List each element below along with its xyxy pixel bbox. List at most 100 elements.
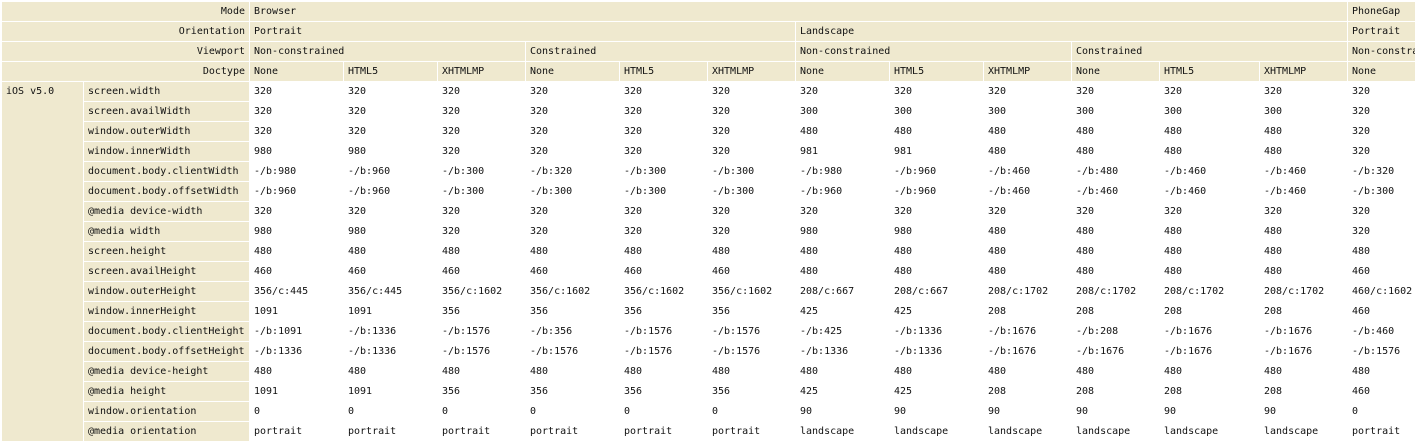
value-cell: 356/c:1602: [620, 282, 707, 301]
value-cell: 320: [796, 202, 889, 221]
value-cell: 1091: [250, 302, 343, 321]
value-cell: 208/c:667: [890, 282, 983, 301]
value-cell: 320: [620, 142, 707, 161]
value-cell: 480: [1260, 242, 1347, 261]
value-cell: 356: [620, 302, 707, 321]
value-cell: 0: [1348, 402, 1415, 421]
value-cell: 90: [1260, 402, 1347, 421]
property-label: window.orientation: [84, 402, 249, 421]
value-cell: 480: [890, 262, 983, 281]
value-cell: 460: [1348, 382, 1415, 401]
value-cell: -/b:1336: [344, 322, 437, 341]
value-cell: 320: [1072, 202, 1159, 221]
value-cell: 480: [1348, 362, 1415, 381]
viewport-header: Constrained: [1072, 42, 1347, 61]
value-cell: 480: [1072, 142, 1159, 161]
value-cell: 480: [438, 362, 525, 381]
doctype-header: None: [1072, 62, 1159, 81]
value-cell: -/b:300: [526, 182, 619, 201]
value-cell: 90: [984, 402, 1071, 421]
value-cell: 480: [1260, 262, 1347, 281]
value-cell: -/b:1336: [344, 342, 437, 361]
value-cell: 320: [1348, 202, 1415, 221]
doctype-header: None: [1348, 62, 1415, 81]
header-label: Doctype: [2, 62, 249, 81]
value-cell: 480: [250, 242, 343, 261]
value-cell: 208: [1260, 382, 1347, 401]
value-cell: 480: [796, 362, 889, 381]
value-cell: 356: [526, 302, 619, 321]
value-cell: 480: [1160, 362, 1259, 381]
value-cell: -/b:300: [438, 182, 525, 201]
value-cell: 320: [250, 102, 343, 121]
value-cell: -/b:1676: [1260, 342, 1347, 361]
viewport-header: Constrained: [526, 42, 795, 61]
property-label: document.body.clientHeight: [84, 322, 249, 341]
value-cell: landscape: [1260, 422, 1347, 441]
value-cell: 320: [344, 202, 437, 221]
value-cell: 320: [438, 202, 525, 221]
value-cell: -/b:980: [250, 162, 343, 181]
value-cell: -/b:1676: [984, 322, 1071, 341]
value-cell: -/b:1676: [1160, 342, 1259, 361]
value-cell: 208: [984, 382, 1071, 401]
value-cell: 320: [1348, 82, 1415, 101]
value-cell: 480: [438, 242, 525, 261]
value-cell: 320: [438, 122, 525, 141]
value-cell: 480: [796, 242, 889, 261]
doctype-header: HTML5: [1160, 62, 1259, 81]
value-cell: 1091: [250, 382, 343, 401]
value-cell: 460/c:1602: [1348, 282, 1415, 301]
property-label: @media width: [84, 222, 249, 241]
property-label: @media device-height: [84, 362, 249, 381]
value-cell: -/b:1576: [620, 322, 707, 341]
value-cell: 480: [708, 362, 795, 381]
value-cell: 425: [796, 302, 889, 321]
value-cell: 320: [1072, 82, 1159, 101]
value-cell: 320: [1348, 142, 1415, 161]
header-label: Mode: [2, 2, 249, 21]
value-cell: 980: [890, 222, 983, 241]
value-cell: 208/c:1702: [1160, 282, 1259, 301]
value-cell: -/b:460: [984, 162, 1071, 181]
value-cell: 208: [984, 302, 1071, 321]
value-cell: -/b:1336: [890, 322, 983, 341]
doctype-header: XHTMLMP: [438, 62, 525, 81]
value-cell: 480: [344, 362, 437, 381]
value-cell: -/b:300: [1348, 182, 1415, 201]
value-cell: 320: [526, 102, 619, 121]
property-label: @media device-width: [84, 202, 249, 221]
value-cell: 320: [250, 82, 343, 101]
value-cell: 0: [250, 402, 343, 421]
value-cell: -/b:1576: [620, 342, 707, 361]
value-cell: -/b:356: [526, 322, 619, 341]
value-cell: 320: [620, 202, 707, 221]
value-cell: landscape: [890, 422, 983, 441]
value-cell: -/b:460: [984, 182, 1071, 201]
property-label: window.outerHeight: [84, 282, 249, 301]
value-cell: 320: [620, 222, 707, 241]
property-label: screen.width: [84, 82, 249, 101]
value-cell: 320: [708, 142, 795, 161]
value-cell: 90: [890, 402, 983, 421]
value-cell: 425: [890, 302, 983, 321]
value-cell: 480: [1260, 362, 1347, 381]
value-cell: landscape: [1160, 422, 1259, 441]
value-cell: 320: [708, 122, 795, 141]
value-cell: 425: [890, 382, 983, 401]
value-cell: 980: [796, 222, 889, 241]
value-cell: 320: [620, 102, 707, 121]
doctype-header: XHTMLMP: [1260, 62, 1347, 81]
value-cell: 208: [1072, 302, 1159, 321]
value-cell: 460: [1348, 262, 1415, 281]
value-cell: landscape: [984, 422, 1071, 441]
value-cell: 320: [796, 82, 889, 101]
value-cell: -/b:1336: [250, 342, 343, 361]
value-cell: 300: [1160, 102, 1259, 121]
value-cell: -/b:300: [620, 182, 707, 201]
value-cell: 480: [1072, 242, 1159, 261]
value-cell: 356/c:445: [344, 282, 437, 301]
value-cell: portrait: [438, 422, 525, 441]
value-cell: 980: [250, 142, 343, 161]
doctype-header: HTML5: [344, 62, 437, 81]
